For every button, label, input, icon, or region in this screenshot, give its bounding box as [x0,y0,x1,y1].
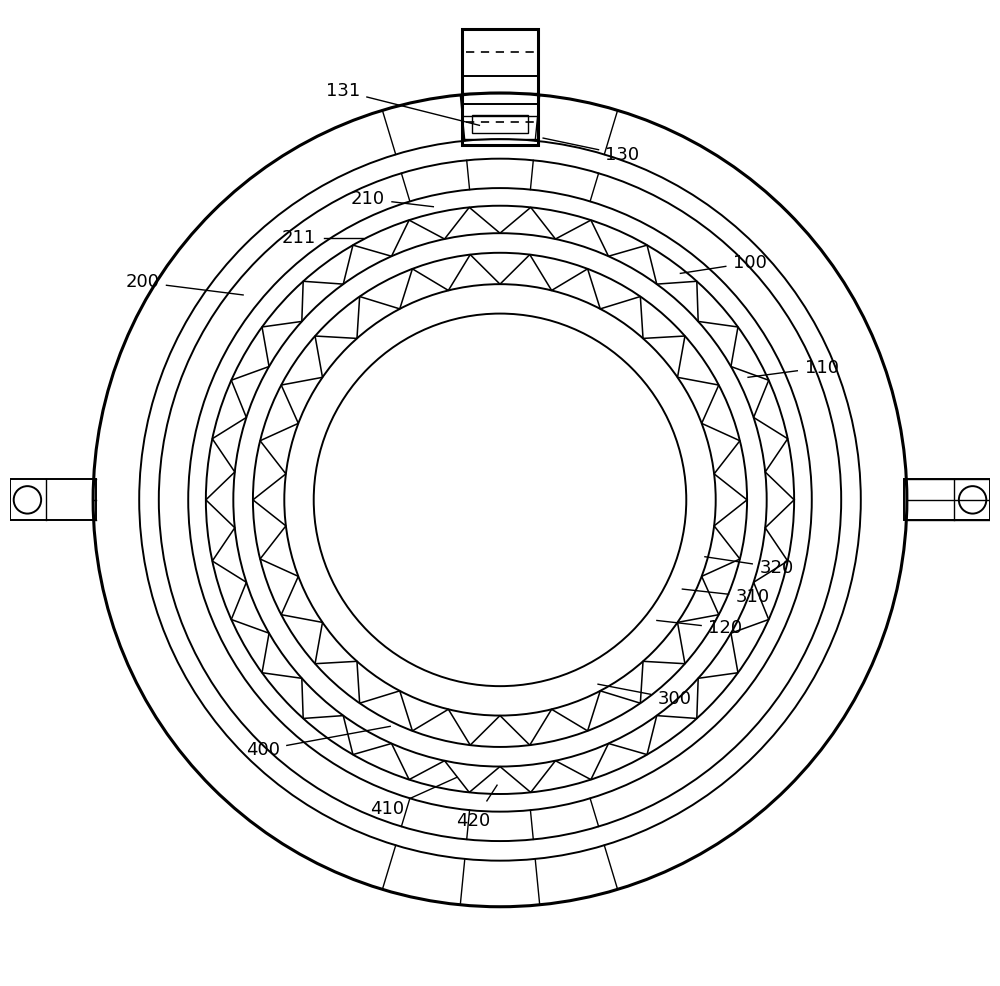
Bar [10,479,96,521]
Bar [472,114,528,133]
Text: 210: 210 [351,190,385,208]
Text: 400: 400 [246,740,280,759]
Text: 410: 410 [370,800,404,817]
Text: 130: 130 [605,146,640,164]
Bar [904,479,990,521]
Bar [462,30,538,145]
Bar [462,93,538,139]
Text: 100: 100 [733,253,767,271]
Text: 211: 211 [282,229,316,247]
Text: 310: 310 [736,588,770,606]
Text: 200: 200 [125,273,159,291]
Text: 320: 320 [759,558,794,577]
Text: 110: 110 [805,359,839,377]
Text: 300: 300 [658,690,692,708]
Text: 420: 420 [456,812,491,830]
Text: 131: 131 [326,82,360,100]
Text: 120: 120 [708,619,743,637]
